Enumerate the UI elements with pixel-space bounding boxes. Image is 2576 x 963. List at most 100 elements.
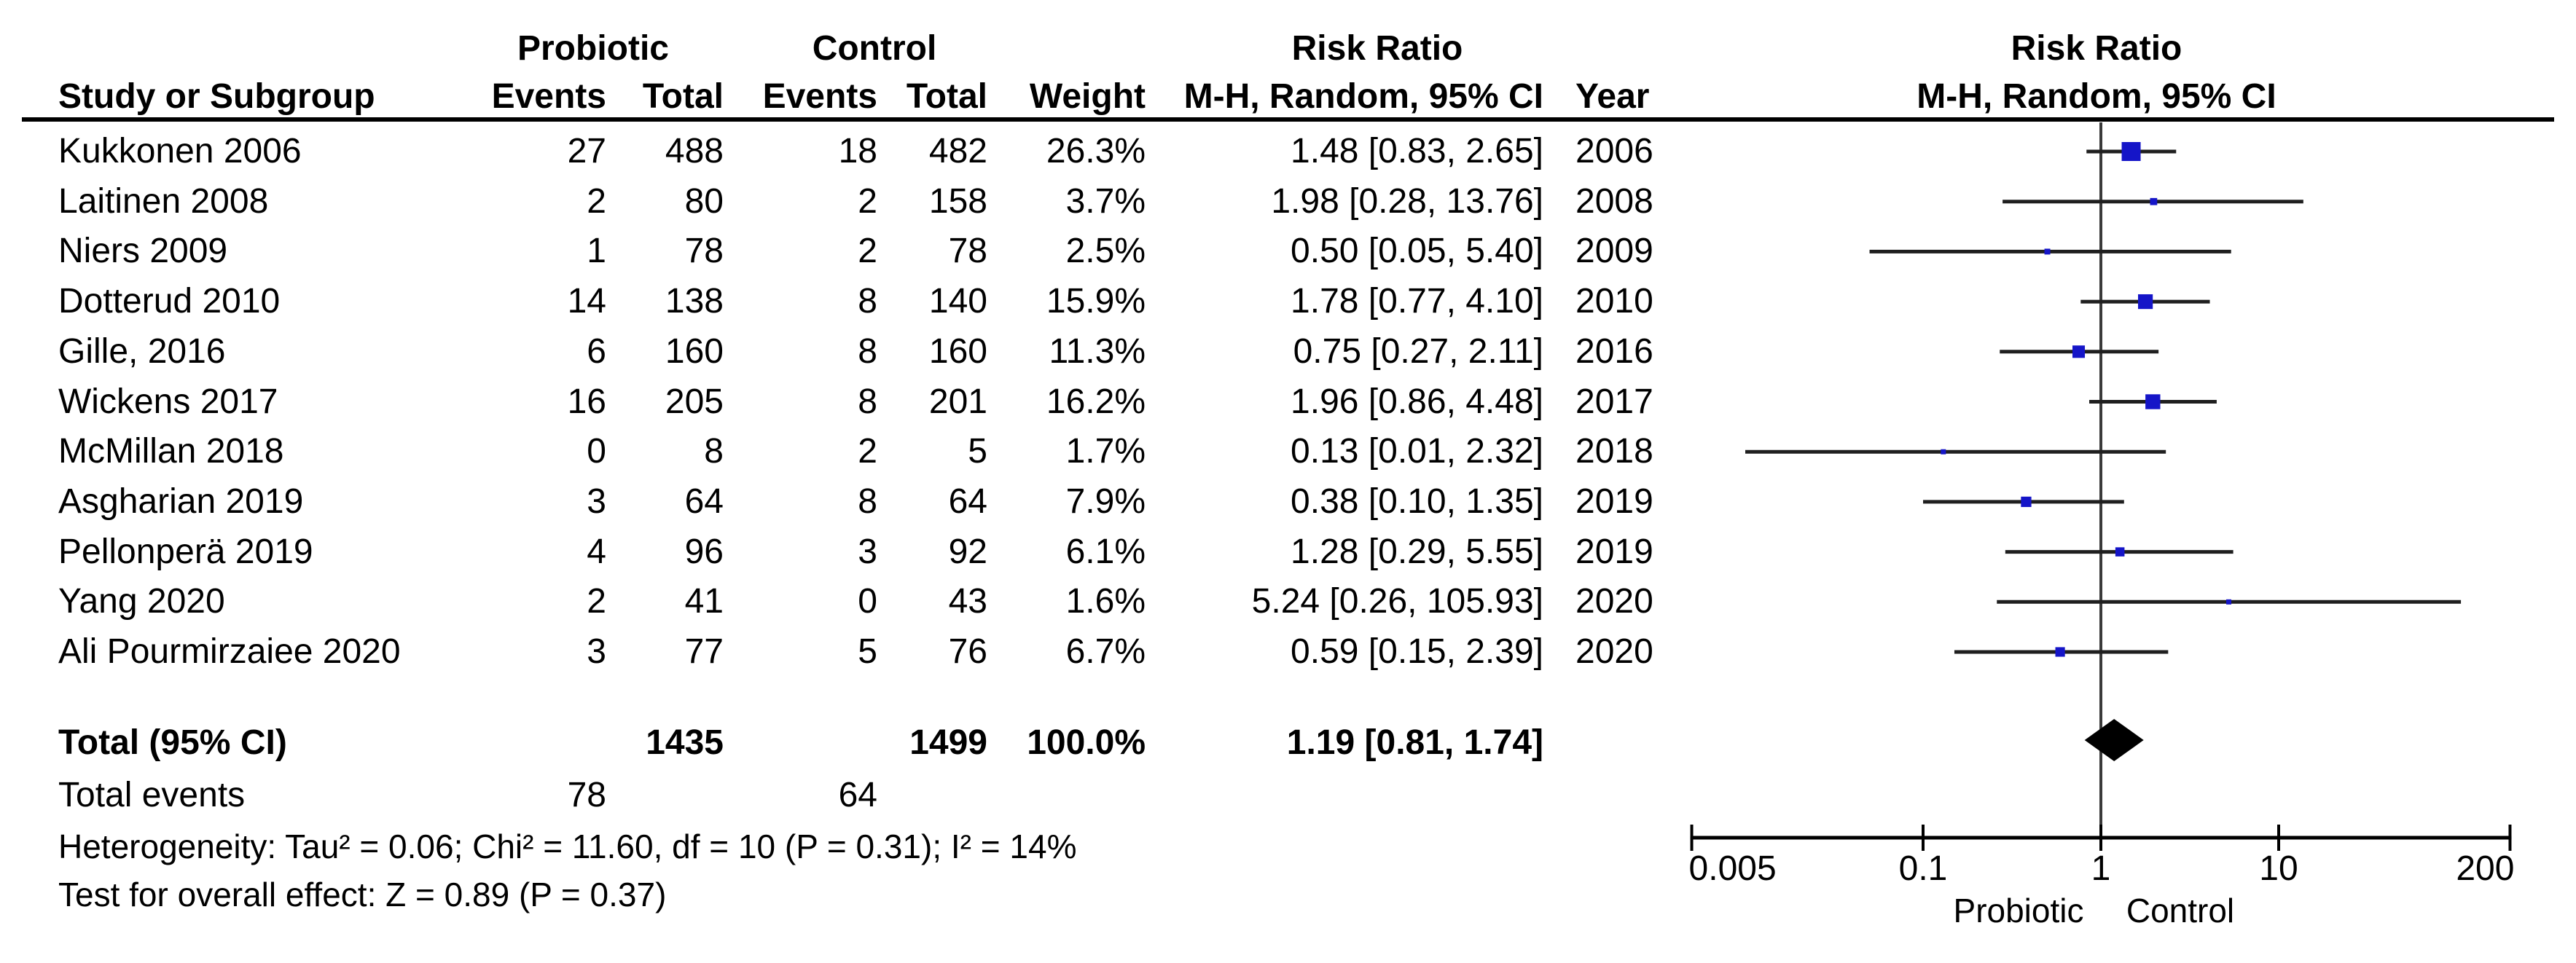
control-events: 2: [858, 432, 877, 471]
probiotic-total: 138: [665, 282, 724, 321]
year-value: 2020: [1575, 582, 1653, 621]
ci-value: 0.13 [0.01, 2.32]: [1291, 432, 1543, 471]
probiotic-events: 3: [587, 632, 606, 671]
year-value: 2019: [1575, 482, 1653, 521]
total-events-probiotic: 78: [567, 776, 606, 814]
axis-tick-label: 10: [2259, 849, 2298, 888]
probiotic-total: 160: [665, 331, 724, 371]
control-events: 5: [858, 632, 877, 671]
weight-square: [1941, 449, 1946, 455]
ci-value: 1.28 [0.29, 5.55]: [1291, 532, 1543, 571]
weight-square: [2115, 547, 2125, 557]
header-col-total-control: Total: [906, 77, 987, 116]
probiotic-events: 6: [587, 331, 606, 371]
year-value: 2019: [1575, 532, 1653, 571]
control-total: 201: [928, 382, 987, 421]
probiotic-events: 27: [567, 132, 606, 170]
control-total: 76: [948, 632, 987, 671]
study-name: Asgharian 2019: [58, 482, 304, 521]
probiotic-events: 2: [587, 582, 606, 621]
weight-square: [2121, 141, 2141, 162]
year-value: 2020: [1575, 632, 1653, 671]
year-value: 2009: [1575, 232, 1653, 271]
year-value: 2016: [1575, 331, 1653, 371]
probiotic-total: 78: [684, 232, 724, 271]
control-total: 5: [968, 432, 987, 471]
probiotic-total: 64: [684, 482, 724, 521]
control-total: 92: [948, 532, 987, 571]
study-name: Pellonperä 2019: [58, 532, 313, 571]
weight-square: [2072, 345, 2086, 358]
probiotic-events: 0: [587, 432, 606, 471]
weight-value: 16.2%: [1046, 382, 1146, 421]
total-events-control: 64: [838, 776, 877, 814]
control-events: 3: [858, 532, 877, 571]
header-col-method-right: M-H, Random, 95% CI: [1917, 77, 2276, 116]
weight-value: 3.7%: [1065, 181, 1146, 221]
weight-value: 7.9%: [1065, 482, 1146, 521]
control-events: 8: [858, 482, 877, 521]
header-group-probiotic: Probiotic: [517, 29, 669, 68]
control-total: 64: [948, 482, 987, 521]
ci-value: 0.75 [0.27, 2.11]: [1293, 331, 1543, 371]
weight-square: [2055, 647, 2065, 657]
year-value: 2017: [1575, 382, 1653, 421]
axis-tick-label: 0.1: [1899, 849, 1948, 888]
probiotic-events: 1: [587, 232, 606, 271]
probiotic-events: 4: [587, 532, 606, 571]
heterogeneity-note: Heterogeneity: Tau² = 0.06; Chi² = 11.60…: [58, 828, 1077, 865]
header-risk-ratio-left: Risk Ratio: [1291, 29, 1463, 68]
study-name: McMillan 2018: [58, 432, 284, 471]
control-events: 2: [858, 181, 877, 221]
header-group-control: Control: [812, 29, 937, 68]
study-name: Dotterud 2010: [58, 282, 281, 321]
control-events: 18: [838, 132, 877, 170]
control-total: 160: [928, 331, 987, 371]
control-events: 2: [858, 232, 877, 271]
total-ci: 1.19 [0.81, 1.74]: [1286, 723, 1543, 762]
weight-square: [2044, 248, 2051, 255]
weight-square: [2226, 599, 2232, 605]
header-col-study: Study or Subgroup: [58, 77, 375, 116]
weight-square: [2021, 496, 2032, 508]
control-events: 8: [858, 282, 877, 321]
total-control-n: 1499: [909, 723, 987, 762]
total-probiotic-n: 1435: [646, 723, 724, 762]
header-col-events-control: Events: [762, 77, 877, 116]
overall-effect-note: Test for overall effect: Z = 0.89 (P = 0…: [58, 876, 667, 913]
axis-tick-label: 0.005: [1689, 849, 1777, 888]
control-total: 140: [928, 282, 987, 321]
header-col-events-probiotic: Events: [491, 77, 606, 116]
header-risk-ratio-right: Risk Ratio: [2011, 29, 2182, 68]
weight-square: [2137, 294, 2153, 310]
probiotic-events: 2: [587, 181, 606, 221]
weight-value: 2.5%: [1065, 232, 1146, 271]
study-name: Ali Pourmirzaiee 2020: [58, 632, 401, 671]
probiotic-total: 41: [684, 582, 724, 621]
probiotic-total: 96: [684, 532, 724, 571]
weight-square: [2145, 394, 2161, 409]
ci-value: 0.38 [0.10, 1.35]: [1291, 482, 1543, 521]
total-weight: 100.0%: [1027, 723, 1146, 762]
control-total: 43: [948, 582, 987, 621]
probiotic-events: 16: [567, 382, 606, 421]
weight-value: 11.3%: [1049, 331, 1146, 371]
plot-xlabel-right: Control: [2126, 892, 2234, 929]
total-label: Total (95% CI): [58, 723, 287, 762]
header-col-weight: Weight: [1029, 77, 1146, 116]
probiotic-total: 205: [665, 382, 724, 421]
plot-xlabel-left: Probiotic: [1954, 892, 2084, 929]
probiotic-total: 80: [684, 181, 724, 221]
control-events: 0: [858, 582, 877, 621]
year-value: 2008: [1575, 181, 1653, 221]
ci-value: 1.48 [0.83, 2.65]: [1291, 132, 1543, 170]
probiotic-events: 3: [587, 482, 606, 521]
pooled-diamond: [2084, 719, 2144, 761]
year-value: 2010: [1575, 282, 1653, 321]
weight-value: 6.1%: [1065, 532, 1146, 571]
total-events-label: Total events: [58, 776, 246, 814]
ci-value: 0.59 [0.15, 2.39]: [1291, 632, 1543, 671]
study-name: Yang 2020: [58, 582, 225, 621]
control-total: 482: [928, 132, 987, 170]
